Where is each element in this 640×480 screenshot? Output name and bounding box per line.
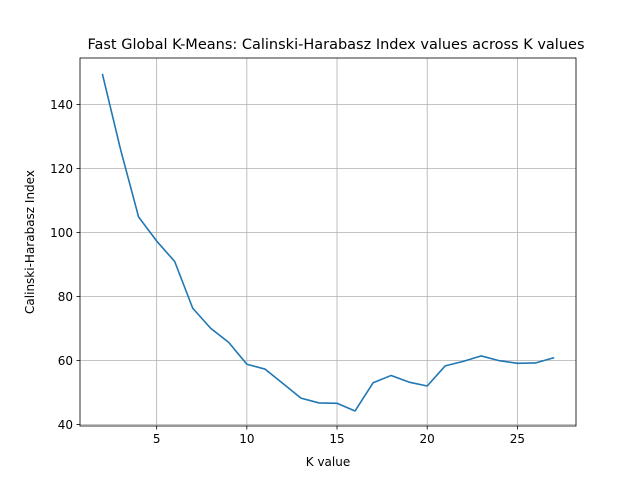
axes-ticks: 5 10 15 20 25 40 60 80 100 120 140	[50, 98, 525, 446]
grid	[80, 58, 576, 426]
series-line	[101, 73, 555, 412]
y-axis-label: Calinski-Harabasz Index	[23, 170, 37, 314]
y-tick-label: 100	[50, 226, 73, 240]
x-tick-label: 20	[420, 432, 435, 446]
x-tick-label: 25	[510, 432, 525, 446]
x-tick-label: 5	[153, 432, 161, 446]
y-tick-label: 80	[58, 290, 73, 304]
chart-title: Fast Global K-Means: Calinski-Harabasz I…	[87, 37, 584, 53]
x-tick-label: 15	[329, 432, 344, 446]
y-tick-label: 140	[50, 98, 73, 112]
plot-frame	[79, 57, 577, 427]
y-tick-label: 120	[50, 162, 73, 176]
y-tick-label: 60	[58, 354, 73, 368]
series-layer	[101, 73, 555, 412]
y-tick-label: 40	[58, 418, 73, 432]
x-tick-label: 10	[239, 432, 254, 446]
x-axis-label: K value	[306, 455, 350, 469]
